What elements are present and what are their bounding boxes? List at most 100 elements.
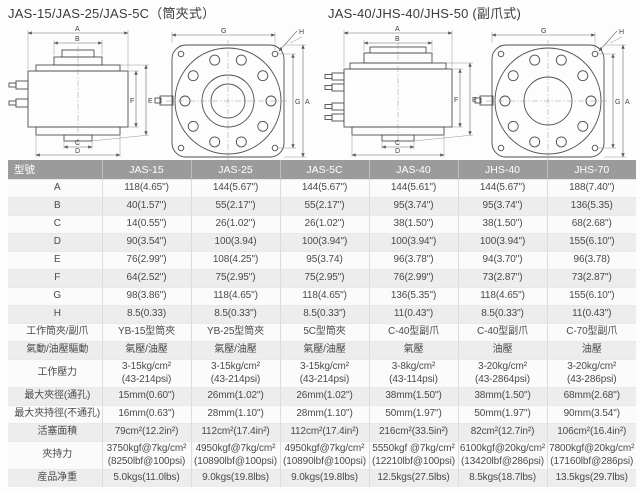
spec-cell: 112cm²(17.4in²) — [190, 423, 280, 442]
spec-cell: C-70型副爪 — [546, 323, 636, 342]
table-row: H 8.5(0.33) 8.5(0.33") 8.5(0.33") 11(0.4… — [8, 305, 636, 324]
dim-label-a: A — [395, 26, 400, 33]
table-row: 産品净重 5.0kgs(11.0lbs) 9.0kgs(19.8lbs) 9.0… — [8, 469, 636, 487]
spec-cell: 112cm²(17.4in²) — [279, 423, 369, 442]
dim-label-c: C — [75, 140, 80, 147]
row-label: 産品净重 — [8, 469, 102, 487]
table-row: D 90(3.54") 100(3.94) 100(3.94") 100(3.9… — [8, 233, 636, 252]
spec-cell: 144(5.67") — [457, 179, 547, 198]
spec-cell: 96(3.78) — [546, 251, 636, 270]
spec-cell: 98(3.86") — [101, 287, 191, 306]
spec-cell: 28mm(1.10") — [279, 405, 369, 424]
table-row: 最大夾徑(通孔) 15mm(0.60") 26mm(1.02") 26mm(1.… — [8, 387, 636, 406]
dim-label-g2: G — [295, 99, 300, 106]
spec-cell: 155(6.10") — [546, 233, 636, 252]
spec-cell: 28mm(1.10") — [190, 405, 280, 424]
spec-cell: 38(1.50") — [368, 215, 458, 234]
spec-cell: 73(2.87") — [457, 269, 547, 288]
spec-cell: 9.0kgs(19.8lbs) — [190, 469, 280, 487]
spec-cell: 12.5kgs(27.5lbs) — [368, 469, 458, 487]
dim-label-f: F — [130, 98, 134, 105]
table-row: F 64(2.52") 75(2.95") 75(2.95") 76(2.99"… — [8, 269, 636, 288]
spec-cell: 106cm²(16.4in²) — [546, 423, 636, 442]
side-view-drawing: A B F E C D — [324, 26, 477, 157]
spec-cell: 216cm²(33.5in²) — [368, 423, 458, 442]
spec-cell: 76(2.99") — [101, 251, 191, 270]
spec-cell: 38(1.50") — [457, 215, 547, 234]
spec-cell: 68mm(2.68") — [546, 387, 636, 406]
spec-cell: 136(5.35") — [368, 287, 458, 306]
dim-label-b: B — [395, 36, 400, 43]
row-label: 夾持力 — [8, 441, 102, 470]
spec-cell: 26(1.02") — [279, 215, 369, 234]
spec-cell: 144(5.67") — [190, 179, 280, 198]
spec-cell: 3-8kg/cm² (43-114psi) — [368, 359, 458, 388]
spec-cell: 188(7.40") — [546, 179, 636, 198]
dim-label-e: E — [148, 98, 153, 105]
header-model: 型號 — [8, 160, 102, 180]
spec-cell: 100(3.94") — [457, 233, 547, 252]
spec-cell: 5.0kgs(11.0lbs) — [101, 469, 191, 487]
row-label: D — [8, 233, 102, 252]
drawings-section: JAS-15/JAS-25/JAS-5C（筒夾式） — [0, 0, 640, 162]
table-row: 工作筒夾/副爪 YB-15型筒夾 YB-25型筒夾 5C型筒夾 C-40型副爪 … — [8, 323, 636, 342]
header-jas25: JAS-25 — [190, 160, 280, 180]
spec-cell: 3-15kg/cm² (43-214psi) — [101, 359, 191, 388]
spec-cell: 90(3.54") — [101, 233, 191, 252]
spec-cell: 50mm(1.97") — [368, 405, 458, 424]
spec-cell: 油壓 — [457, 341, 547, 360]
air-fitting-icon — [331, 102, 345, 111]
spec-cell: 38mm(1.50") — [368, 387, 458, 406]
spec-cell: 100(3.94) — [190, 233, 280, 252]
spec-cell: 16mm(0.63") — [101, 405, 191, 424]
spec-cell: 26mm(1.02") — [279, 387, 369, 406]
spec-cell: 64(2.52") — [101, 269, 191, 288]
spec-cell: 136(5.35) — [546, 197, 636, 216]
dim-label-a2: A — [305, 99, 310, 106]
header-jhs70: JHS-70 — [546, 160, 636, 180]
spec-cell: 55(2.17") — [190, 197, 280, 216]
spec-cell: C-40型副爪 — [368, 323, 458, 342]
table-row: G 98(3.86") 118(4.65") 118(4.65") 136(5.… — [8, 287, 636, 306]
table-row: C 14(0.55") 26(1.02") 26(1.02") 38(1.50"… — [8, 215, 636, 234]
spec-cell: YB-25型筒夾 — [190, 323, 280, 342]
dim-label-g: G — [541, 28, 546, 35]
spec-table: 型號 JAS-15 JAS-25 JAS-5C JAS-40 JHS-40 JH… — [8, 160, 636, 487]
spec-cell: 14(0.55") — [101, 215, 191, 234]
header-jas5c: JAS-5C — [279, 160, 369, 180]
table-row: 最大夾持徑(不通孔) 16mm(0.63") 28mm(1.10") 28mm(… — [8, 405, 636, 424]
spec-cell: C-40型副爪 — [457, 323, 547, 342]
spec-cell: 9.0kgs(19.8lbs) — [279, 469, 369, 487]
air-fitting-icon — [159, 95, 174, 106]
table-header-row: 型號 JAS-15 JAS-25 JAS-5C JAS-40 JHS-40 JH… — [8, 160, 636, 180]
row-label: C — [8, 215, 102, 234]
air-fitting-icon — [15, 98, 29, 108]
spec-cell: 5550kgf @7kg/cm² (12210lbf@100psi) — [368, 441, 458, 470]
row-label: F — [8, 269, 102, 288]
spec-cell: 氣壓/油壓 — [101, 341, 191, 360]
side-view-drawing: A B F E C — [8, 26, 153, 157]
spec-cell: 90mm(3.54") — [546, 405, 636, 424]
dim-label-d: D — [395, 148, 400, 155]
spec-cell: 118(4.65") — [279, 287, 369, 306]
spec-cell: 11(0.43") — [546, 305, 636, 324]
table-row: 活塞面積 79cm²(12.2in²) 112cm²(17.4in²) 112c… — [8, 423, 636, 442]
row-label: 工作筒夾/副爪 — [8, 323, 102, 342]
spec-cell: 155(6.10") — [546, 287, 636, 306]
row-label: H — [8, 305, 102, 324]
spec-cell: 油壓 — [546, 341, 636, 360]
spec-cell: 144(5.61") — [368, 179, 458, 198]
dim-label-f: F — [454, 97, 458, 104]
table-row: 工作壓力 3-15kg/cm² (43-214psi) 3-15kg/cm² (… — [8, 359, 636, 388]
dim-label-a2: A — [625, 99, 630, 106]
air-fitting-icon — [15, 80, 29, 90]
spec-cell: 3-20kg/cm² (43-2864psi) — [457, 359, 547, 388]
spec-cell: 3-15kg/cm² (43-214psi) — [279, 359, 369, 388]
spec-cell: 4950kgf@7kg/cm² (10890lbf@100psi) — [190, 441, 280, 470]
spec-cell: 13.5kgs(29.7lbs) — [546, 469, 636, 487]
dim-label-a: A — [75, 26, 80, 33]
spec-cell: 95(3.74") — [368, 197, 458, 216]
spec-cell: 8.5(0.33) — [101, 305, 191, 324]
spec-cell: 79cm²(12.2in²) — [101, 423, 191, 442]
